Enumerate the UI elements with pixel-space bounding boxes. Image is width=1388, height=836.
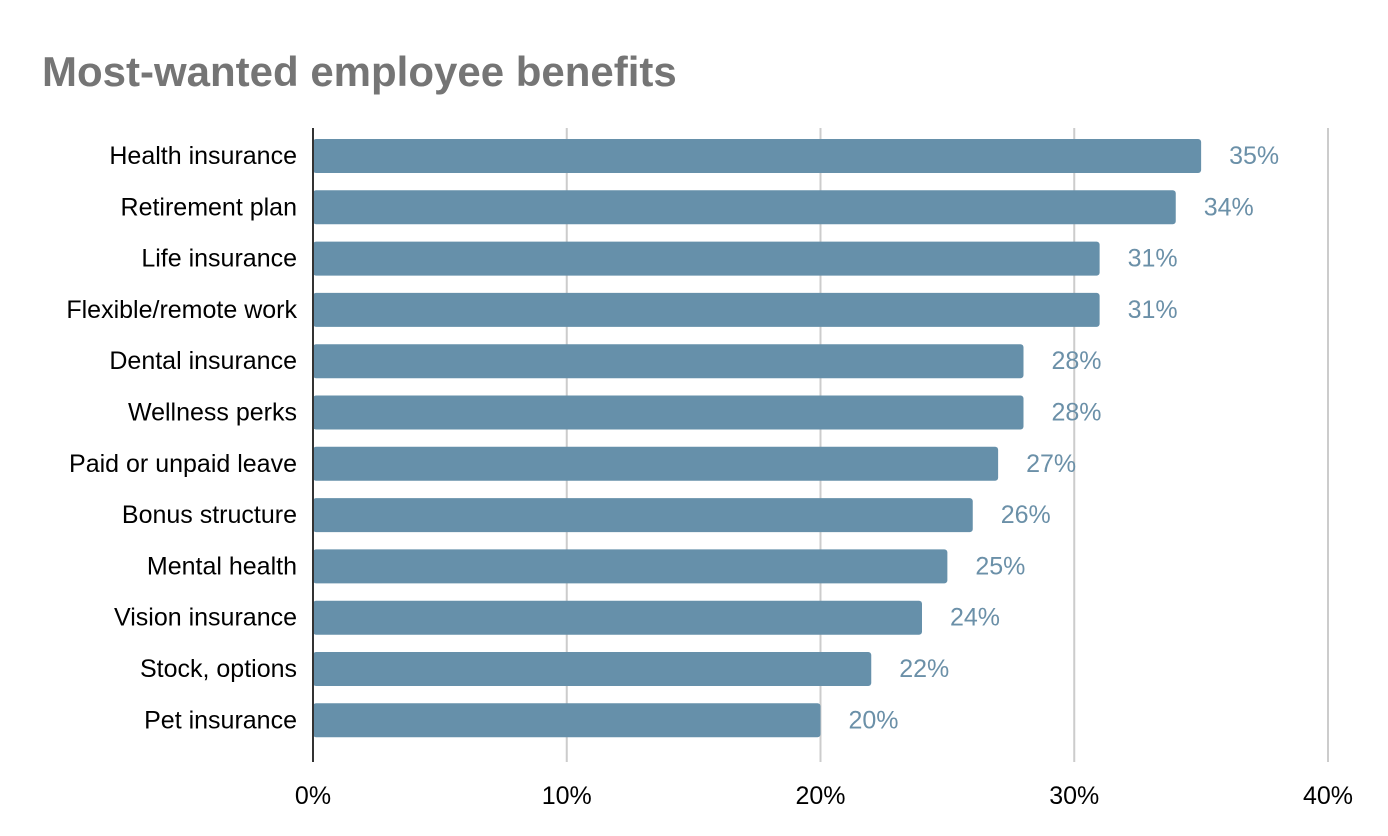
category-label: Paid or unpaid leave [69, 450, 297, 478]
bar [313, 600, 922, 635]
category-label: Dental insurance [109, 347, 297, 375]
category-label: Bonus structure [122, 501, 297, 529]
category-label: Vision insurance [114, 604, 297, 632]
data-label: 26% [1001, 501, 1051, 529]
bar [313, 395, 1024, 430]
data-label: 28% [1052, 347, 1102, 375]
bar [313, 190, 1176, 225]
bar [313, 703, 821, 738]
category-label: Retirement plan [121, 193, 297, 221]
x-tick-labels: 0% 10% 20% 30% 40% [295, 782, 1353, 810]
category-label: Stock, options [140, 655, 297, 683]
data-label: 22% [899, 655, 949, 683]
data-label: 34% [1204, 193, 1254, 221]
x-tick-label: 20% [795, 782, 845, 810]
bars [313, 139, 1202, 738]
category-labels: Health insurance Retirement plan Life insu… [66, 142, 297, 734]
bar [313, 241, 1100, 276]
category-label: Flexible/remote work [66, 296, 297, 324]
category-label: Mental health [147, 552, 297, 580]
category-label: Life insurance [141, 245, 297, 273]
category-label: Pet insurance [144, 706, 297, 734]
category-label: Health insurance [109, 142, 297, 170]
x-tick-label: 0% [295, 782, 331, 810]
data-label: 20% [849, 706, 899, 734]
data-label: 31% [1128, 296, 1178, 324]
x-tick-label: 40% [1303, 782, 1353, 810]
x-tick-label: 10% [542, 782, 592, 810]
data-label: 24% [950, 604, 1000, 632]
data-labels: 35% 34% 31% 31% 28% 28% 27% 26% 25% 24%22%20% [849, 142, 1280, 734]
data-label: 25% [975, 552, 1025, 580]
data-label: 35% [1229, 142, 1279, 170]
data-label: 27% [1026, 450, 1076, 478]
bar [313, 344, 1024, 379]
data-label: 31% [1128, 245, 1178, 273]
x-tick-label: 30% [1049, 782, 1099, 810]
bar [313, 446, 999, 481]
data-label: 28% [1052, 399, 1102, 427]
bar [313, 549, 948, 584]
bar [313, 498, 973, 533]
bar [313, 652, 872, 686]
category-label: Wellness perks [128, 399, 297, 427]
bar [313, 292, 1100, 327]
bar [313, 139, 1202, 173]
chart-title: Most-wanted employee benefits [42, 48, 677, 95]
